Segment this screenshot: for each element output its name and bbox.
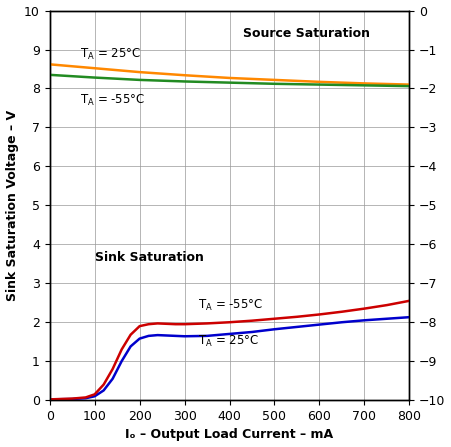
Text: $\mathregular{T_A}$ = -55°C: $\mathregular{T_A}$ = -55°C: [198, 298, 263, 313]
Y-axis label: Sink Saturation Voltage – V: Sink Saturation Voltage – V: [5, 110, 18, 301]
X-axis label: Iₒ – Output Load Current – mA: Iₒ – Output Load Current – mA: [125, 428, 334, 442]
Text: $\mathregular{T_A}$ = 25°C: $\mathregular{T_A}$ = 25°C: [80, 46, 141, 62]
Text: $\mathregular{T_A}$ = 25°C: $\mathregular{T_A}$ = 25°C: [198, 334, 259, 349]
Text: Sink Saturation: Sink Saturation: [95, 252, 203, 265]
Text: $\mathregular{T_A}$ = -55°C: $\mathregular{T_A}$ = -55°C: [80, 93, 146, 108]
Text: Source Saturation: Source Saturation: [243, 27, 370, 40]
